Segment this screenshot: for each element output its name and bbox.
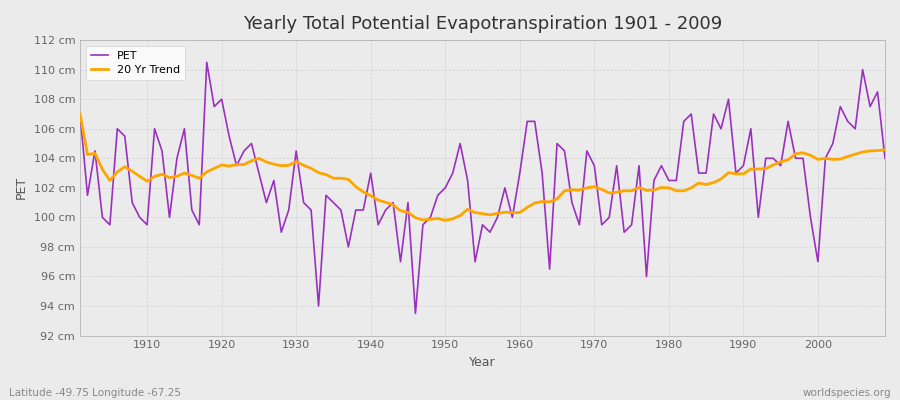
PET: [522, 119, 533, 124]
PET: [75, 112, 86, 116]
20 Yr Trend: [879, 148, 890, 152]
PET: [306, 208, 317, 212]
PET: [618, 230, 629, 234]
PET: [134, 215, 145, 220]
Title: Yearly Total Potential Evapotranspiration 1901 - 2009: Yearly Total Potential Evapotranspiratio…: [243, 15, 722, 33]
20 Yr Trend: [440, 218, 451, 223]
Text: worldspecies.org: worldspecies.org: [803, 388, 891, 398]
Line: 20 Yr Trend: 20 Yr Trend: [80, 114, 885, 220]
Line: PET: PET: [80, 62, 885, 314]
PET: [350, 208, 361, 212]
20 Yr Trend: [298, 163, 309, 168]
20 Yr Trend: [75, 112, 86, 116]
20 Yr Trend: [515, 210, 526, 215]
PET: [410, 311, 421, 316]
20 Yr Trend: [611, 190, 622, 195]
20 Yr Trend: [134, 174, 145, 179]
PET: [529, 119, 540, 124]
20 Yr Trend: [343, 177, 354, 182]
20 Yr Trend: [522, 205, 533, 210]
Y-axis label: PET: PET: [15, 176, 28, 200]
X-axis label: Year: Year: [469, 356, 496, 369]
Legend: PET, 20 Yr Trend: PET, 20 Yr Trend: [86, 46, 185, 80]
PET: [879, 156, 890, 161]
Text: Latitude -49.75 Longitude -67.25: Latitude -49.75 Longitude -67.25: [9, 388, 181, 398]
PET: [202, 60, 212, 65]
